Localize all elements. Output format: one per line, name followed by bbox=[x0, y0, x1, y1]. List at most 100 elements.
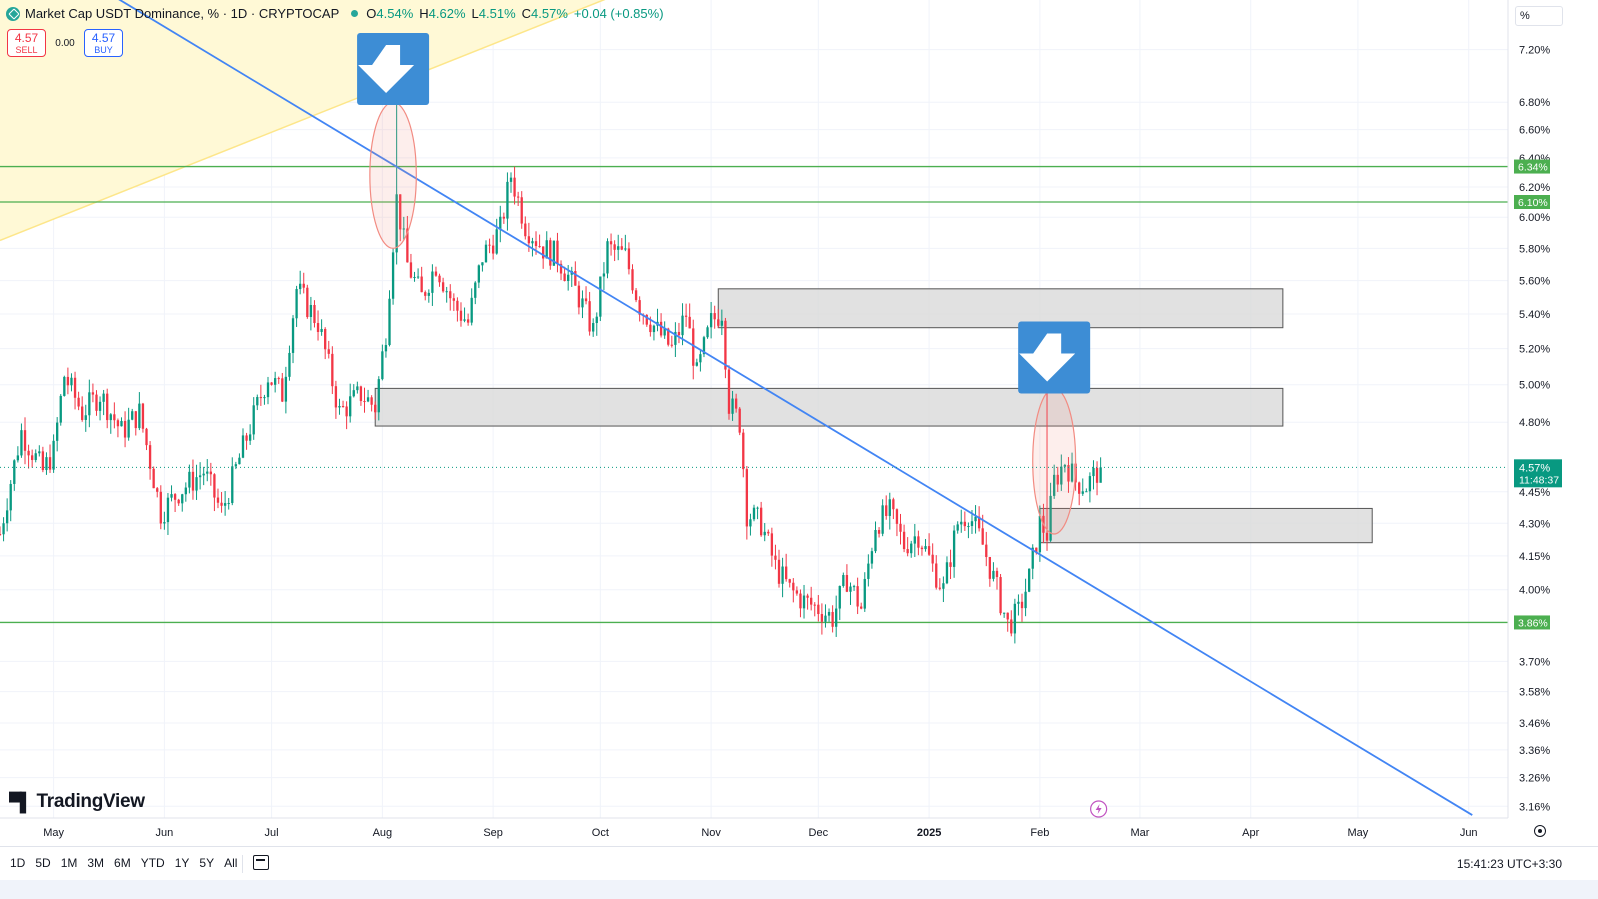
candle-body bbox=[688, 316, 691, 329]
candle-body bbox=[856, 586, 859, 607]
candle-body bbox=[795, 590, 799, 594]
candle-body bbox=[263, 397, 266, 399]
candle-body bbox=[188, 471, 191, 488]
candle-body bbox=[91, 392, 95, 395]
candle-body bbox=[449, 291, 452, 299]
candle-body bbox=[63, 376, 66, 396]
candle-body bbox=[609, 241, 613, 245]
candle-body bbox=[516, 196, 520, 198]
candle-body bbox=[313, 305, 316, 324]
candle-body bbox=[820, 614, 824, 622]
settings-gear-icon[interactable] bbox=[1534, 825, 1546, 837]
range-5y-button[interactable]: 5Y bbox=[199, 856, 215, 870]
candle-body bbox=[799, 593, 802, 609]
candle-body bbox=[745, 469, 749, 527]
range-1m-button[interactable]: 1M bbox=[60, 856, 78, 870]
price-tick-label: 5.80% bbox=[1519, 243, 1550, 255]
symbol-logo-icon bbox=[6, 6, 20, 21]
price-tick-label: 4.00% bbox=[1519, 585, 1550, 597]
candle-body bbox=[170, 494, 173, 498]
ohlc-change: +0.04 (+0.85%) bbox=[573, 6, 664, 21]
candle-body bbox=[177, 499, 180, 504]
range-5d-button[interactable]: 5D bbox=[35, 856, 51, 870]
candle-body bbox=[295, 289, 298, 319]
price-tick-label: 4.45% bbox=[1519, 487, 1550, 499]
candle-body bbox=[481, 262, 484, 266]
candle-body bbox=[595, 316, 598, 324]
range-3m-button[interactable]: 3M bbox=[87, 856, 105, 870]
candle-body bbox=[309, 305, 313, 318]
candle-body bbox=[220, 502, 223, 506]
time-tick-label: Jun bbox=[156, 827, 174, 839]
candle-body bbox=[134, 411, 137, 429]
candle-body bbox=[902, 531, 906, 550]
price-tick-label: 3.36% bbox=[1519, 745, 1550, 757]
down-arrow-icon bbox=[1019, 333, 1076, 382]
candle-body bbox=[438, 275, 441, 283]
legend: Market Cap USDT Dominance, % · 1D · CRYP… bbox=[6, 6, 670, 21]
candle-body bbox=[706, 327, 709, 338]
candle-body bbox=[13, 460, 16, 484]
candle-body bbox=[777, 559, 781, 584]
candle-body bbox=[863, 578, 866, 609]
candle-body bbox=[835, 608, 838, 627]
candle-body bbox=[827, 611, 831, 616]
range-ytd-button[interactable]: YTD bbox=[140, 856, 165, 870]
candle-body bbox=[960, 521, 963, 525]
candle-body bbox=[852, 586, 856, 588]
buy-button[interactable]: 4.57 BUY bbox=[84, 29, 123, 57]
candle-body bbox=[370, 397, 373, 405]
candle-body bbox=[674, 331, 677, 345]
candle-body bbox=[870, 551, 874, 564]
candle-body bbox=[273, 378, 277, 385]
candle-body bbox=[1063, 465, 1067, 467]
range-all-button[interactable]: All bbox=[224, 856, 238, 870]
go-to-date-calendar-icon[interactable] bbox=[253, 855, 269, 870]
symbol-title[interactable]: Market Cap USDT Dominance, % · 1D · CRYP… bbox=[25, 6, 340, 21]
candle-body bbox=[281, 378, 284, 402]
scale-mode-button[interactable]: % bbox=[1515, 6, 1563, 26]
candle-body bbox=[123, 420, 127, 438]
candle-body bbox=[838, 585, 841, 609]
candle-body bbox=[784, 566, 788, 580]
sell-button[interactable]: 4.57 SELL bbox=[7, 29, 46, 57]
candle-body bbox=[109, 414, 112, 421]
clock-timezone[interactable]: 15:41:23 UTC+3:30 bbox=[1456, 857, 1562, 871]
candle-body bbox=[391, 252, 395, 299]
price-tick-label: 5.00% bbox=[1519, 380, 1550, 392]
tradingview-logo-icon: ▀▌ bbox=[9, 791, 32, 812]
candle-body bbox=[613, 244, 616, 250]
candle-body bbox=[531, 241, 534, 244]
candle-body bbox=[148, 445, 152, 469]
candle-body bbox=[227, 503, 230, 505]
range-1y-button[interactable]: 1Y bbox=[174, 856, 190, 870]
candle-body bbox=[767, 531, 770, 534]
candle-body bbox=[320, 328, 323, 332]
supply-zone-box bbox=[1039, 507, 1373, 544]
range-1d-button[interactable]: 1D bbox=[10, 856, 26, 870]
range-6m-button[interactable]: 6M bbox=[114, 856, 131, 870]
candle-body bbox=[974, 516, 977, 522]
price-axis-background bbox=[1508, 0, 1598, 846]
buy-label: BUY bbox=[94, 45, 113, 55]
ohlc-close: C4.57% bbox=[521, 6, 568, 21]
candle-body bbox=[166, 497, 170, 523]
price-chart[interactable]: 7.20%6.80%6.60%6.40%6.20%6.00%5.80%5.60%… bbox=[0, 0, 1598, 846]
candle-body bbox=[173, 494, 177, 500]
time-tick-label: 2025 bbox=[917, 827, 941, 839]
supply-zone-box bbox=[717, 288, 1284, 329]
candle-body bbox=[223, 503, 227, 506]
candle-body bbox=[724, 320, 727, 370]
candle-body bbox=[881, 505, 884, 534]
candle-body bbox=[48, 457, 52, 470]
candle-body bbox=[20, 430, 23, 456]
time-tick-label: Mar bbox=[1130, 827, 1149, 839]
candle-body bbox=[406, 228, 409, 263]
candle-body bbox=[431, 271, 434, 293]
candle-body bbox=[52, 440, 55, 470]
candle-body bbox=[931, 554, 934, 564]
tradingview-logo[interactable]: ▀▌ TradingView bbox=[9, 791, 145, 813]
candle-body bbox=[742, 432, 745, 470]
candle-body bbox=[234, 464, 238, 467]
candle-body bbox=[995, 570, 999, 578]
